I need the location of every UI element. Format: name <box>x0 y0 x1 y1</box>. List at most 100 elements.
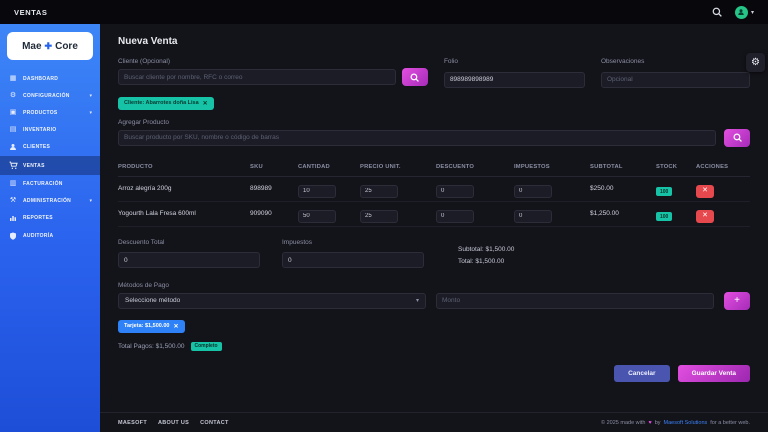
descuento-total-label: Descuento Total <box>118 238 165 246</box>
sidebar-item-label: PRODUCTOS <box>23 109 58 116</box>
metodo-pago-value: Seleccione método <box>125 297 181 305</box>
folio-input[interactable] <box>443 71 585 88</box>
copyright-suffix: for a better web. <box>710 419 750 426</box>
chart-icon <box>8 214 18 222</box>
sidebar-item-label: INVENTARIO <box>23 126 57 133</box>
status-badge: Completo <box>190 341 222 351</box>
observaciones-label: Observaciones <box>601 58 645 65</box>
footer-link-about[interactable]: ABOUT US <box>158 419 190 426</box>
cantidad-input[interactable] <box>298 209 336 223</box>
user-menu[interactable]: ▾ <box>734 5 754 19</box>
cliente-search-button[interactable] <box>401 68 428 86</box>
chevron-down-icon: ▾ <box>89 92 92 99</box>
caret-down-icon: ▾ <box>750 9 754 16</box>
table-row: Yogourth Lala Fresa 600ml 909090 $1,250.… <box>118 202 750 227</box>
sidebar-item-label: REPORTES <box>23 215 53 221</box>
metodos-pago-label: Métodos de Pago <box>118 281 169 289</box>
logo-plus-icon: ✚ <box>44 40 53 51</box>
brand-logo[interactable]: Mae ✚ Core <box>7 32 93 60</box>
producto-search-input[interactable] <box>118 129 716 146</box>
agregar-producto-label: Agregar Producto <box>118 118 169 126</box>
save-sale-button[interactable]: Guardar Venta <box>677 364 750 382</box>
topbar: VENTAS ▾ <box>0 0 768 24</box>
footer: MAESOFT ABOUT US CONTACT © 2025 made wit… <box>100 412 768 432</box>
impuestos-total-label: Impuestos <box>282 238 312 246</box>
sidebar-item-dashboard[interactable]: ▦ DASHBOARD <box>0 70 100 87</box>
metodo-pago-select[interactable]: Seleccione método ▾ <box>118 292 426 309</box>
precio-input[interactable] <box>360 209 398 223</box>
col-stock: STOCK <box>656 163 678 170</box>
sidebar-item-label: ADMINISTRACIÓN <box>23 197 72 204</box>
archive-icon: ▤ <box>9 126 17 133</box>
sidebar-item-auditoria[interactable]: AUDITORÍA <box>0 227 100 245</box>
sidebar-item-facturacion[interactable]: ▥ FACTURACIÓN <box>0 175 100 192</box>
sidebar-item-inventario[interactable]: ▤ INVENTARIO <box>0 121 100 138</box>
add-payment-button[interactable]: + <box>724 291 750 310</box>
cart-icon <box>8 161 18 170</box>
remove-row-button[interactable]: ✕ <box>696 184 714 198</box>
sidebar-item-productos[interactable]: ▣ PRODUCTOS ▾ <box>0 104 100 121</box>
stock-badge: 100 <box>656 187 673 196</box>
sidebar-item-configuracion[interactable]: ⚙ CONFIGURACIÓN ▾ <box>0 87 100 104</box>
cliente-search-input[interactable] <box>118 69 396 85</box>
brand-link[interactable]: Maesoft Solutions <box>663 419 708 426</box>
products-table: PRODUCTO SKU CANTIDAD PRECIO UNIT. DESCU… <box>118 160 750 227</box>
copyright-by: by <box>654 419 661 426</box>
sidebar-item-label: CONFIGURACIÓN <box>23 92 70 99</box>
search-icon[interactable] <box>712 7 722 17</box>
sidebar-item-clientes[interactable]: CLIENTES <box>0 138 100 156</box>
sidebar: Mae ✚ Core ▦ DASHBOARD ⚙ CONFIGURACIÓN ▾… <box>0 24 100 432</box>
shield-icon <box>8 232 18 240</box>
chevron-down-icon: ▾ <box>415 298 419 305</box>
gear-icon: ⚙ <box>9 92 17 99</box>
sidebar-item-reportes[interactable]: REPORTES <box>0 209 100 227</box>
cell-subtotal: $1,250.00 <box>590 210 619 217</box>
col-cantidad: CANTIDAD <box>298 163 330 170</box>
cell-sku: 909090 <box>250 210 272 217</box>
remove-row-button[interactable]: ✕ <box>696 209 714 223</box>
observaciones-input[interactable] <box>601 71 750 88</box>
sidebar-item-label: FACTURACIÓN <box>23 180 63 187</box>
remove-payment-icon[interactable]: ✕ <box>173 323 179 330</box>
heart-icon: ♥ <box>648 419 652 426</box>
footer-link-maesoft[interactable]: MAESOFT <box>118 419 147 426</box>
cantidad-input[interactable] <box>298 184 336 198</box>
main-content: Nueva Venta Cliente (Opcional) Folio Obs… <box>100 24 768 432</box>
cell-producto: Yogourth Lala Fresa 600ml <box>118 210 196 217</box>
sidebar-item-label: DASHBOARD <box>23 75 59 82</box>
topbar-title: VENTAS <box>14 7 48 17</box>
cancel-button[interactable]: Cancelar <box>614 364 670 382</box>
precio-input[interactable] <box>360 184 398 198</box>
col-sku: SKU <box>250 163 263 170</box>
payment-chip-text: Tarjeta: $1,500.00 <box>124 323 170 330</box>
impuestos-total-input[interactable] <box>282 252 424 268</box>
sidebar-item-ventas[interactable]: VENTAS <box>0 156 100 175</box>
sidebar-item-administracion[interactable]: ⚒ ADMINISTRACIÓN ▾ <box>0 192 100 209</box>
page-title: Nueva Venta <box>118 36 178 47</box>
col-producto: PRODUCTO <box>118 163 153 170</box>
cell-subtotal: $250.00 <box>590 185 614 192</box>
admin-icon: ⚒ <box>9 197 17 204</box>
impuestos-input[interactable] <box>514 209 552 223</box>
footer-link-contact[interactable]: CONTACT <box>200 419 229 426</box>
descuento-input[interactable] <box>436 184 474 198</box>
invoice-icon: ▥ <box>9 180 17 187</box>
impuestos-input[interactable] <box>514 184 552 198</box>
copyright-prefix: © 2025 made with <box>601 419 646 426</box>
sidebar-item-label: CLIENTES <box>23 144 51 150</box>
descuento-input[interactable] <box>436 209 474 223</box>
remove-cliente-icon[interactable]: ✕ <box>202 100 208 107</box>
producto-search-button[interactable] <box>724 128 750 147</box>
col-subtotal: SUBTOTAL <box>590 163 623 170</box>
table-row: Arroz alegría 200g 898989 $250.00 100 ✕ <box>118 177 750 202</box>
sidebar-item-label: AUDITORÍA <box>23 233 54 239</box>
cliente-chip-text: Cliente: Abarrotes doña Lisa <box>124 100 199 106</box>
monto-input[interactable] <box>436 292 714 309</box>
col-descuento: DESCUENTO <box>436 163 475 170</box>
cell-producto: Arroz alegría 200g <box>118 185 172 192</box>
cell-sku: 898989 <box>250 185 272 192</box>
table-header: PRODUCTO SKU CANTIDAD PRECIO UNIT. DESCU… <box>118 160 750 177</box>
descuento-total-input[interactable] <box>118 252 260 268</box>
settings-gear-button[interactable]: ⚙ <box>746 53 765 72</box>
